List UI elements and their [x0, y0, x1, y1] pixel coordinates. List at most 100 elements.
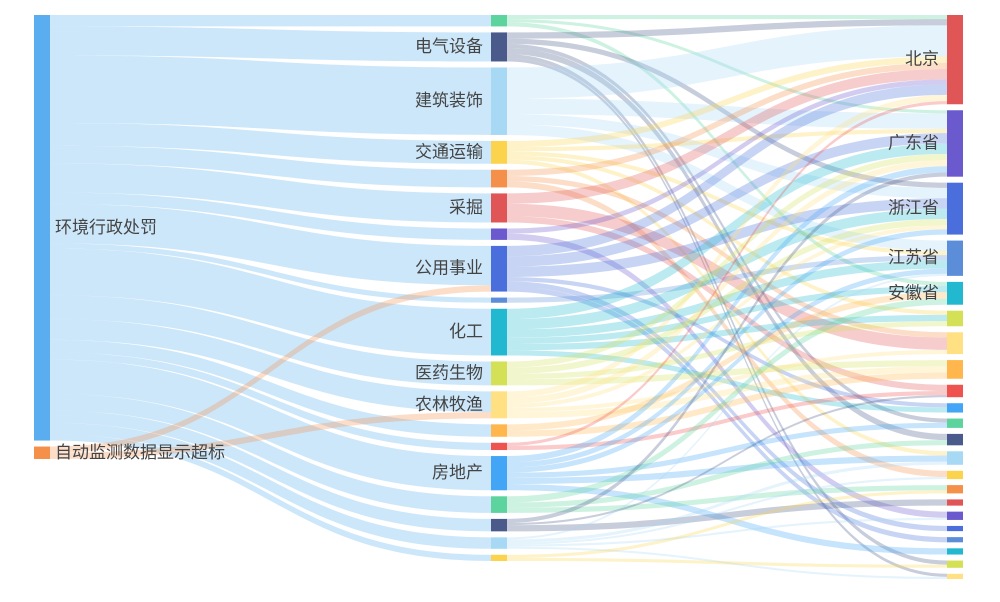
sankey-link-s0-m3[interactable] [50, 122, 491, 164]
sankey-link-m14-r10[interactable] [507, 422, 947, 478]
sankey-link-m3-r3[interactable] [507, 151, 947, 256]
sankey-node-m8[interactable] [491, 297, 507, 303]
sankey-link-m14-r12[interactable] [507, 455, 947, 485]
sankey-link-m15-r11[interactable] [507, 440, 947, 508]
sankey-node-s0[interactable] [34, 15, 50, 441]
sankey-link-m5-r8[interactable] [507, 216, 947, 391]
sankey-node-m7[interactable] [491, 245, 507, 292]
sankey-node-m10[interactable] [491, 361, 507, 386]
sankey-link-s0-m13[interactable] [50, 352, 491, 451]
sankey-node-r14[interactable] [947, 485, 963, 494]
sankey-link-s0-m17[interactable] [50, 422, 491, 549]
sankey-link-s0-m1[interactable] [50, 26, 491, 62]
sankey-link-m2-r1[interactable] [507, 98, 947, 129]
sankey-node-r9[interactable] [947, 403, 963, 413]
sankey-link-m16-r15[interactable] [507, 499, 947, 532]
sankey-node-r7[interactable] [947, 360, 963, 379]
sankey-link-m17-r12[interactable] [507, 461, 947, 543]
sankey-link-m3-r12[interactable] [507, 159, 947, 456]
sankey-link-m4-r6[interactable] [507, 176, 947, 338]
sankey-node-r19[interactable] [947, 548, 963, 555]
sankey-node-r12[interactable] [947, 451, 963, 465]
sankey-node-r3[interactable] [947, 240, 963, 276]
sankey-link-m5-r6[interactable] [507, 203, 947, 350]
sankey-node-r8[interactable] [947, 384, 963, 398]
sankey-link-m15-r14[interactable] [507, 485, 947, 513]
sankey-link-m12-r7[interactable] [507, 372, 947, 437]
sankey-node-m15[interactable] [491, 496, 507, 513]
sankey-link-m4-r13[interactable] [507, 181, 947, 478]
sankey-link-m10-r7[interactable] [507, 360, 947, 386]
sankey-link-m7-r17[interactable] [507, 281, 947, 532]
sankey-link-s0-m5[interactable] [50, 163, 491, 223]
sankey-link-m2-r2[interactable] [507, 114, 947, 199]
sankey-node-r2[interactable] [947, 182, 963, 235]
sankey-link-m14-r3[interactable] [507, 268, 947, 473]
sankey-link-m9-r9[interactable] [507, 350, 947, 413]
sankey-link-s0-m10[interactable] [50, 295, 491, 386]
sankey-node-m2[interactable] [491, 67, 507, 135]
sankey-node-r1[interactable] [947, 110, 963, 177]
sankey-node-m16[interactable] [491, 518, 507, 532]
sankey-node-m11[interactable] [491, 391, 507, 419]
sankey-link-s0-m0[interactable] [50, 15, 491, 27]
sankey-node-m4[interactable] [491, 169, 507, 188]
sankey-link-m0-r4[interactable] [507, 22, 947, 287]
sankey-link-m8-r3[interactable] [507, 255, 947, 303]
sankey-node-r5[interactable] [947, 310, 963, 327]
sankey-node-m1[interactable] [491, 32, 507, 62]
sankey-link-s0-m4[interactable] [50, 145, 491, 188]
sankey-node-r21[interactable] [947, 573, 963, 579]
sankey-node-m12[interactable] [491, 424, 507, 437]
sankey-link-m3-r5[interactable] [507, 155, 947, 315]
sankey-node-r0[interactable] [947, 15, 963, 105]
sankey-node-r20[interactable] [947, 560, 963, 568]
sankey-link-m5-r0[interactable] [507, 68, 947, 204]
sankey-link-m18-r20[interactable] [507, 557, 947, 568]
sankey-link-s0-m7[interactable] [50, 203, 491, 286]
sankey-link-m4-r0[interactable] [507, 62, 947, 177]
sankey-link-m9-r3[interactable] [507, 260, 947, 338]
sankey-node-m6[interactable] [491, 228, 507, 240]
sankey-node-m14[interactable] [491, 456, 507, 491]
sankey-link-m0-r0[interactable] [507, 15, 947, 20]
sankey-node-m9[interactable] [491, 308, 507, 356]
sankey-link-s0-m6[interactable] [50, 192, 491, 240]
sankey-link-m1-r20[interactable] [507, 54, 947, 565]
sankey-node-r13[interactable] [947, 470, 963, 480]
sankey-link-m13-r8[interactable] [507, 390, 947, 451]
sankey-link-m2-r3[interactable] [507, 124, 947, 251]
sankey-link-m10-r2[interactable] [507, 219, 947, 374]
sankey-link-m14-r2[interactable] [507, 229, 947, 468]
sankey-link-m17-r21[interactable] [507, 546, 947, 579]
sankey-node-r16[interactable] [947, 511, 963, 520]
sankey-link-s0-m8[interactable] [50, 243, 491, 303]
sankey-node-r15[interactable] [947, 499, 963, 506]
sankey-link-s0-m16[interactable] [50, 410, 491, 532]
sankey-link-m9-r1[interactable] [507, 143, 947, 320]
sankey-node-m17[interactable] [491, 537, 507, 549]
sankey-node-r11[interactable] [947, 433, 963, 446]
sankey-link-m15-r4[interactable] [507, 298, 947, 503]
sankey-link-m18-r14[interactable] [507, 490, 947, 558]
sankey-link-m9-r4[interactable] [507, 286, 947, 345]
sankey-node-m3[interactable] [491, 140, 507, 164]
sankey-link-m1-r21[interactable] [507, 58, 947, 577]
sankey-link-m17-r13[interactable] [507, 477, 947, 545]
sankey-link-m3-r1[interactable] [507, 128, 947, 152]
sankey-link-m3-r0[interactable] [507, 56, 947, 148]
sankey-node-r6[interactable] [947, 332, 963, 355]
sankey-link-m6-r16[interactable] [507, 233, 947, 518]
sankey-link-m7-r9[interactable] [507, 277, 947, 408]
sankey-link-s0-m14[interactable] [50, 359, 491, 491]
sankey-link-m14-r1[interactable] [507, 166, 947, 463]
sankey-link-m7-r0[interactable] [507, 84, 947, 257]
sankey-link-m16-r8[interactable] [507, 395, 947, 526]
sankey-link-m11-r0[interactable] [507, 94, 947, 398]
sankey-link-s0-m12[interactable] [50, 339, 491, 437]
sankey-link-s0-m2[interactable] [50, 55, 491, 135]
sankey-link-m17-r16[interactable] [507, 517, 947, 547]
sankey-link-m7-r2[interactable] [507, 198, 947, 278]
sankey-node-r17[interactable] [947, 525, 963, 532]
sankey-link-m11-r1[interactable] [507, 160, 947, 404]
